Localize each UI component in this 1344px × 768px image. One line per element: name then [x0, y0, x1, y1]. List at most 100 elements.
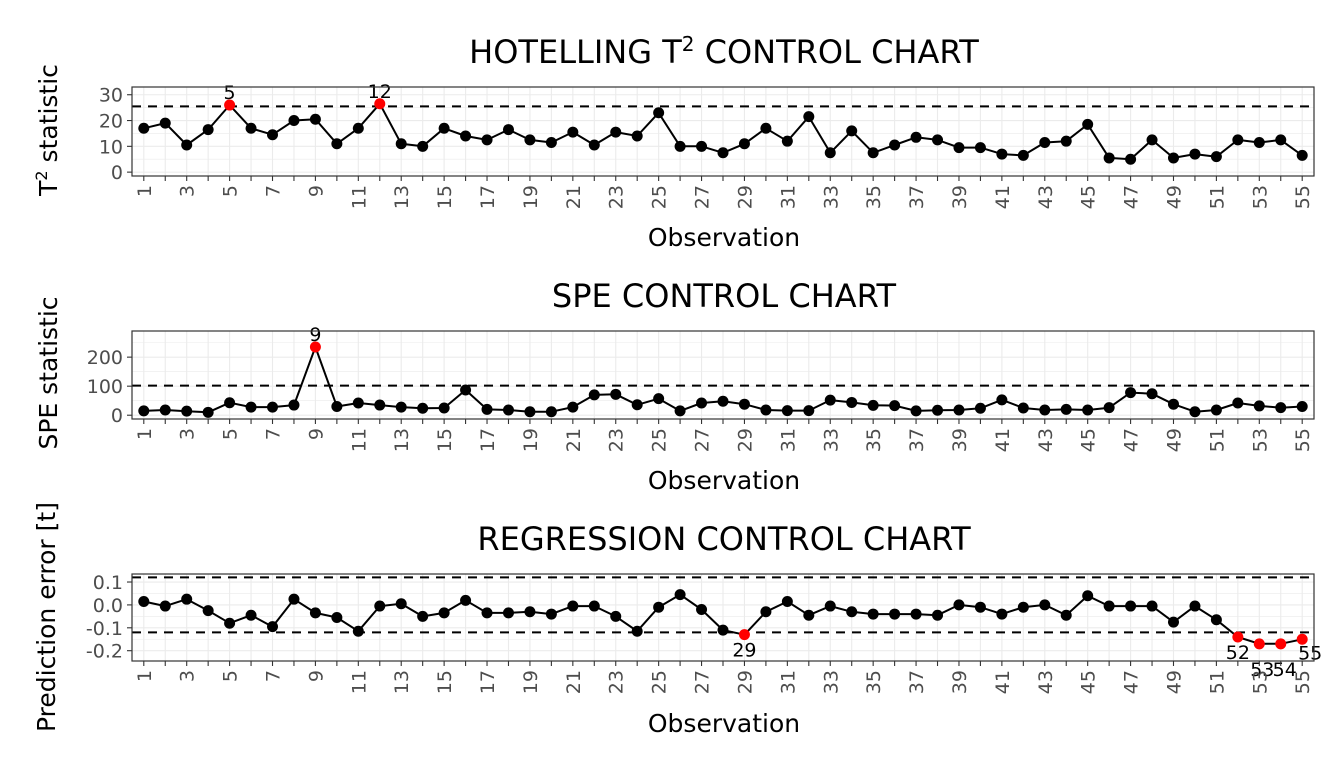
- spe-x-tick-label: 21: [563, 428, 585, 452]
- spe-data-point: [889, 400, 901, 412]
- hotelling-data-point: [803, 111, 815, 123]
- spe-x-tick-label: 15: [434, 428, 456, 452]
- hotelling-x-tick-label: 53: [1249, 185, 1271, 209]
- hotelling-y-tick-label: 20: [99, 111, 123, 133]
- spe-data-point: [545, 406, 557, 418]
- regression-x-tick-label: 9: [305, 670, 327, 682]
- hotelling-data-point: [1039, 136, 1051, 148]
- hotelling-y-tick-label: 0: [111, 162, 123, 184]
- hotelling-data-point: [1103, 152, 1115, 164]
- hotelling-data-point: [760, 122, 772, 134]
- hotelling-x-tick-label: 1: [134, 185, 156, 197]
- regression-x-tick-label: 7: [263, 670, 285, 682]
- hotelling-data-point: [159, 117, 171, 129]
- hotelling-data-point: [1146, 134, 1158, 146]
- hotelling-data-point: [696, 140, 708, 152]
- regression-y-tick-label: -0.2: [86, 641, 123, 663]
- regression-data-point: [374, 600, 386, 612]
- regression-flagged-point: [1253, 638, 1265, 650]
- hotelling-x-tick-label: 45: [1078, 185, 1100, 209]
- spe-data-point: [224, 397, 236, 409]
- spe-x-tick-label: 41: [992, 428, 1014, 452]
- hotelling-data-point: [953, 142, 965, 154]
- regression-flagged-point: [1232, 631, 1244, 643]
- hotelling-data-point: [996, 148, 1008, 160]
- regression-x-tick-label: 33: [820, 670, 842, 694]
- hotelling-data-point: [653, 107, 665, 119]
- hotelling-x-tick-label: 27: [692, 185, 714, 209]
- hotelling-data-point: [417, 140, 429, 152]
- regression-data-point: [1189, 600, 1201, 612]
- hotelling-data-point: [309, 113, 321, 125]
- spe-data-point: [288, 399, 300, 411]
- regression-data-point: [974, 601, 986, 613]
- hotelling-data-point: [1296, 149, 1308, 161]
- spe-data-point: [202, 406, 214, 418]
- spe-x-tick-label: 37: [906, 428, 928, 452]
- hotelling-chart-title: HOTELLING T2 CONTROL CHART: [469, 32, 979, 71]
- spe-data-point: [631, 399, 643, 411]
- hotelling-data-point: [717, 147, 729, 159]
- spe-data-point: [932, 404, 944, 416]
- hotelling-data-point: [588, 139, 600, 151]
- hotelling-data-point: [438, 122, 450, 134]
- spe-x-tick-label: 31: [777, 428, 799, 452]
- regression-data-point: [138, 595, 150, 607]
- spe-x-tick-label: 55: [1292, 428, 1314, 452]
- spe-x-tick-label: 49: [1163, 428, 1185, 452]
- regression-data-point: [631, 625, 643, 637]
- regression-data-point: [545, 608, 557, 620]
- spe-data-point: [1232, 397, 1244, 409]
- spe-flagged-point: [309, 341, 321, 353]
- hotelling-data-point: [1167, 152, 1179, 164]
- regression-flagged-point: [1275, 638, 1287, 650]
- spe-data-point: [717, 395, 729, 407]
- regression-flag-label: 53: [1250, 659, 1274, 681]
- spe-x-tick-label: 53: [1249, 428, 1271, 452]
- spe-x-tick-label: 39: [949, 428, 971, 452]
- hotelling-data-point: [181, 139, 193, 151]
- hotelling-x-tick-label: 31: [777, 185, 799, 209]
- regression-x-tick-label: 47: [1121, 670, 1143, 694]
- spe-x-tick-label: 19: [520, 428, 542, 452]
- regression-data-point: [1039, 599, 1051, 611]
- hotelling-data-point: [1232, 134, 1244, 146]
- spe-chart: SPE CONTROL CHART SPE statistic Observat…: [34, 277, 1315, 495]
- hotelling-x-tick-label: 35: [863, 185, 885, 209]
- spe-x-tick-label: 5: [220, 428, 242, 440]
- spe-data-point: [417, 402, 429, 414]
- hotelling-data-point: [138, 122, 150, 134]
- regression-data-point: [760, 606, 772, 618]
- regression-flag-label: 55: [1298, 642, 1322, 664]
- regression-data-point: [674, 589, 686, 601]
- spe-data-point: [1253, 400, 1265, 412]
- regression-data-point: [202, 605, 214, 617]
- hotelling-y-tick-label: 10: [99, 136, 123, 158]
- regression-data-point: [288, 593, 300, 605]
- regression-data-point: [1017, 601, 1029, 613]
- hotelling-y-axis-title: T2 statistic: [32, 64, 63, 197]
- spe-data-point: [395, 401, 407, 413]
- hotelling-x-tick-label: 7: [263, 185, 285, 197]
- regression-data-point: [889, 608, 901, 620]
- spe-x-tick-label: 33: [820, 428, 842, 452]
- spe-data-point: [1017, 402, 1029, 414]
- hotelling-x-tick-label: 3: [177, 185, 199, 197]
- spe-x-tick-label: 3: [177, 428, 199, 440]
- regression-data-point: [395, 598, 407, 610]
- hotelling-data-point: [524, 134, 536, 146]
- regression-data-point: [846, 606, 858, 618]
- spe-data-point: [1125, 387, 1137, 399]
- spe-x-tick-label: 45: [1078, 428, 1100, 452]
- spe-data-point: [567, 401, 579, 413]
- spe-data-point: [953, 404, 965, 416]
- spe-x-tick-label: 47: [1121, 428, 1143, 452]
- spe-y-tick-label: 200: [87, 347, 123, 369]
- spe-x-axis-title: Observation: [648, 466, 800, 495]
- regression-data-point: [610, 610, 622, 622]
- spe-data-point: [374, 399, 386, 411]
- hotelling-x-tick-label: 23: [606, 185, 628, 209]
